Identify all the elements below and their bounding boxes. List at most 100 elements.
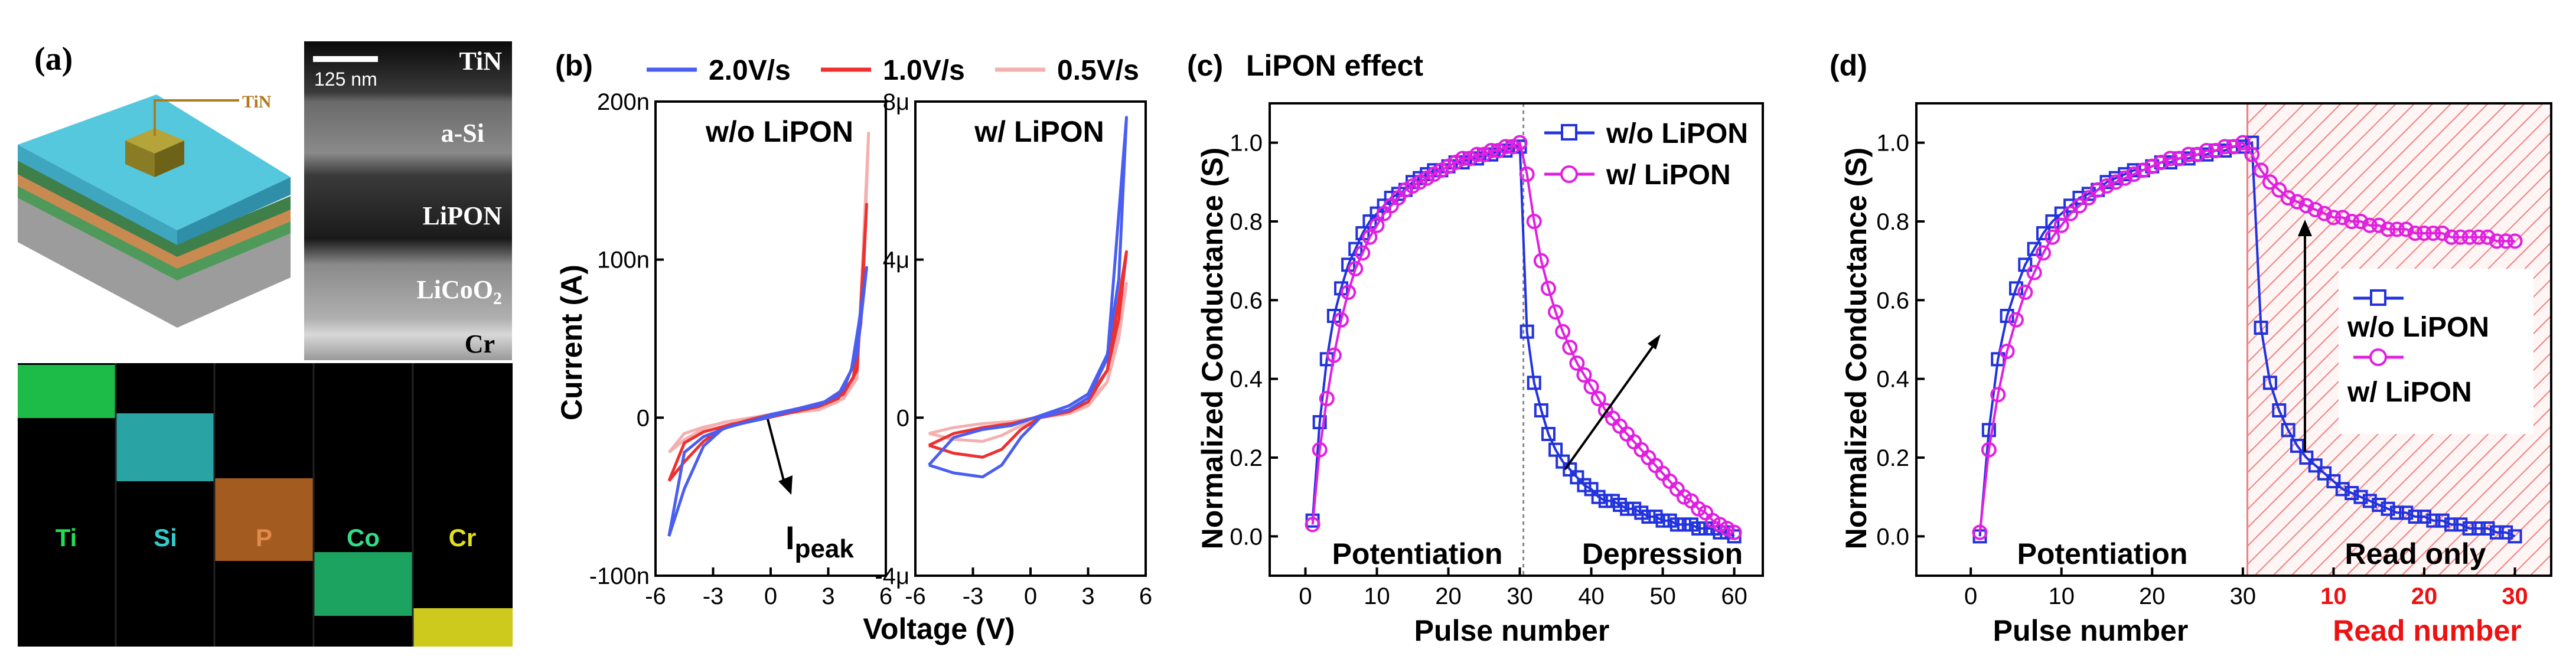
electrode-right (155, 141, 184, 177)
legend-c-marker-1 (1561, 124, 1577, 141)
legend-b: 2.0V/s 1.0V/s 0.5V/s (647, 55, 1139, 86)
y-tick-label: 0.4 (1230, 367, 1263, 393)
data-point (2163, 151, 2178, 167)
region-label-potentiation-d: Potentiation (2017, 537, 2188, 570)
x-tick-label: 10 (2320, 583, 2347, 609)
data-point (2063, 205, 2079, 221)
arrow-c-head (1648, 334, 1661, 350)
y-tick-label: 4μ (883, 247, 909, 273)
data-point (1627, 501, 1642, 516)
data-point (2326, 474, 2341, 488)
iv-curve-0.5V/s (928, 282, 1128, 443)
x-tick-label: 60 (1721, 583, 1747, 609)
data-point (1591, 489, 1606, 504)
data-point (2307, 202, 2323, 217)
y-tick-label: 0.8 (1876, 209, 1909, 235)
data-point (2507, 529, 2522, 544)
series-line-w/ LiPON (1311, 141, 1735, 534)
iv-curve-2.0V/s (667, 266, 868, 537)
data-point (2298, 198, 2314, 214)
y-tick-label: -4μ (875, 563, 909, 589)
data-point (2353, 214, 2369, 229)
data-point (2498, 233, 2514, 249)
data-point (2489, 525, 2504, 540)
x-tick-label: 30 (2502, 583, 2528, 609)
ylabel-d: Normalized Conductance (S) (1840, 148, 1873, 550)
y-tick-label: 0.4 (1876, 367, 1909, 393)
data-point (1548, 442, 1563, 457)
data-point (1570, 470, 1584, 485)
x-tick-label: 6 (879, 583, 892, 609)
stack-layer-green (18, 183, 291, 280)
x-tick-label: 0 (764, 583, 777, 609)
data-point (2045, 229, 2060, 245)
stack-layer-green2 (18, 161, 291, 257)
data-point (2380, 221, 2396, 237)
data-point (2262, 376, 2277, 390)
data-point (1455, 151, 1470, 167)
data-point (1519, 324, 1534, 339)
data-point (2026, 265, 2042, 280)
iv-curve-0.5V/s (667, 132, 870, 454)
data-point (2207, 143, 2223, 158)
data-point (2471, 229, 2487, 245)
data-point (1584, 482, 1599, 497)
data-point (1305, 517, 1320, 533)
xlabel-c: Pulse number (1414, 614, 1610, 647)
stack-front-face (18, 145, 177, 245)
x-tick-label: 10 (1364, 583, 1390, 609)
data-point (1355, 245, 1371, 261)
data-point (2334, 210, 2350, 226)
eds-si-band (116, 413, 214, 481)
y-tick-label: 0.0 (1876, 524, 1909, 550)
x-tick-label: -3 (963, 583, 984, 609)
y-tick-label: 1.0 (1876, 130, 1909, 156)
data-point (1648, 510, 1663, 524)
data-point (1605, 494, 1620, 508)
data-point (2353, 489, 2368, 504)
layer-label-lipon: LiPON (423, 201, 503, 230)
data-point (2090, 182, 2106, 198)
data-point (2135, 162, 2151, 178)
x-tick-label: 0 (1024, 583, 1037, 609)
electrode-label: TiN (242, 92, 272, 112)
data-point (1669, 517, 1684, 532)
data-point (2244, 146, 2260, 162)
data-point (2072, 191, 2087, 205)
data-point (2017, 285, 2033, 300)
data-point (2507, 233, 2523, 249)
data-point (2036, 226, 2050, 240)
data-point (1534, 403, 1548, 417)
panel-c-title: LiPON effect (1246, 49, 1423, 82)
data-point (2453, 517, 2468, 532)
plot-frame (1915, 102, 2552, 577)
y-tick-label: 0.8 (1230, 209, 1263, 235)
data-point (1312, 415, 1327, 429)
data-point (2435, 513, 2450, 528)
ipeak-arrow-shaft (767, 419, 787, 488)
x-tick-label: 30 (1507, 583, 1533, 609)
data-point (1634, 505, 1649, 520)
data-point (1583, 379, 1599, 394)
data-point (2272, 403, 2287, 417)
y-tick-label: 100n (597, 247, 650, 273)
data-point (2199, 143, 2215, 158)
data-point (2018, 257, 2033, 272)
layer-label-tin: TiN (459, 47, 502, 76)
y-tick-label: 0.2 (1876, 445, 1909, 471)
iv-curve-1.0V/s (928, 250, 1128, 459)
x-tick-label: 0 (1964, 583, 1977, 609)
data-point (1577, 478, 1592, 492)
scale-bar (313, 56, 378, 62)
ipeak-annotation: Ipeak (767, 419, 854, 563)
eds-co-band (314, 552, 412, 616)
y-tick-label: 0.6 (1230, 288, 1263, 314)
data-point (1972, 524, 1988, 540)
panel-d: (d) Normalized Conductance (S) 0.0 0.2 0.4… (1830, 49, 2552, 647)
data-point (1362, 229, 1378, 245)
data-point (2489, 233, 2505, 249)
data-point (2280, 190, 2296, 205)
x-tick-label: 40 (1578, 583, 1605, 609)
data-point (1469, 146, 1485, 162)
